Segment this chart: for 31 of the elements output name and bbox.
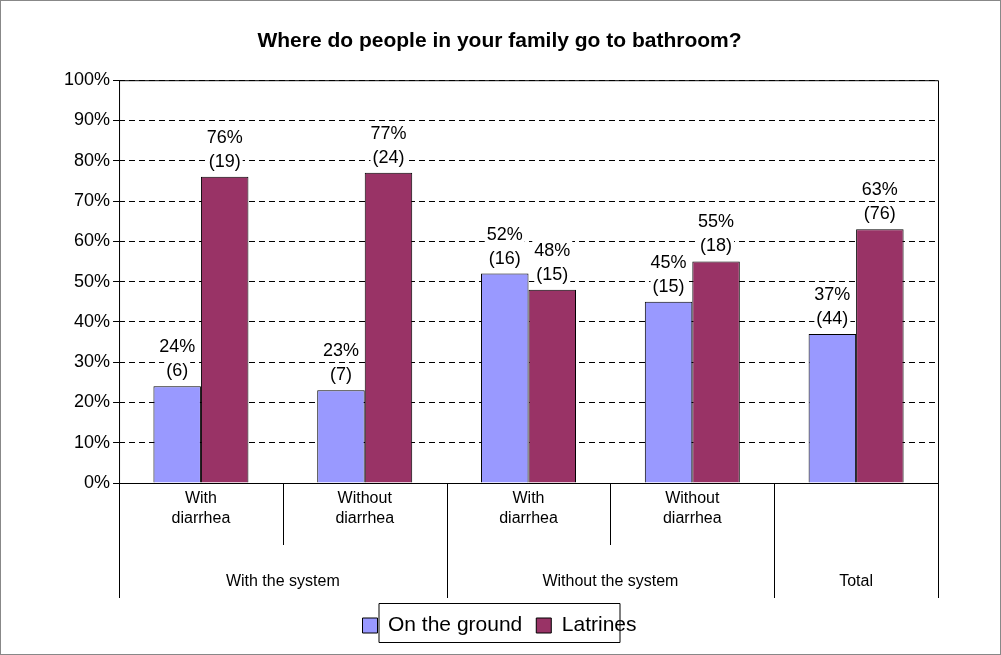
data-label: 45% (15) (650, 251, 687, 296)
y-tick-label: 10% (74, 431, 111, 452)
data-label: 48% (15) (534, 239, 571, 284)
legend-label: Latrines (561, 612, 637, 636)
x-tick-label: Without diarrhea (662, 489, 722, 527)
data-label: 77% (24) (370, 122, 407, 167)
data-label: 76% (19) (206, 126, 243, 171)
y-tick-label: 40% (74, 310, 111, 331)
x-tick-label: Without diarrhea (335, 489, 395, 527)
y-tick-label: 30% (74, 351, 111, 372)
y-tick-label: 50% (74, 270, 111, 291)
data-label: 37% (44) (814, 283, 851, 328)
x-tick-label: With diarrhea (499, 489, 558, 527)
text: With the system (225, 572, 340, 590)
y-tick-label: 70% (74, 190, 111, 211)
text: Without the system (542, 572, 679, 590)
legend-label: On the ground (388, 612, 523, 636)
data-label: 63% (76) (861, 179, 898, 224)
y-tick-label: 100% (63, 69, 111, 90)
y-tick-label: 60% (74, 230, 111, 251)
data-label: 52% (16) (486, 223, 523, 268)
data-label: 23% (7) (322, 340, 359, 385)
y-tick-label: 0% (84, 471, 111, 492)
y-tick-label: 80% (74, 149, 111, 170)
x-tick-label: With diarrhea (171, 489, 231, 527)
y-tick-label: 20% (74, 391, 111, 412)
y-tick-label: 90% (74, 109, 111, 130)
text: Total (839, 572, 873, 590)
chart-title: Where do people in your family go to bathroom? (257, 28, 742, 52)
data-label: 24% (6) (159, 336, 196, 381)
data-label: 55% (18) (698, 211, 735, 256)
